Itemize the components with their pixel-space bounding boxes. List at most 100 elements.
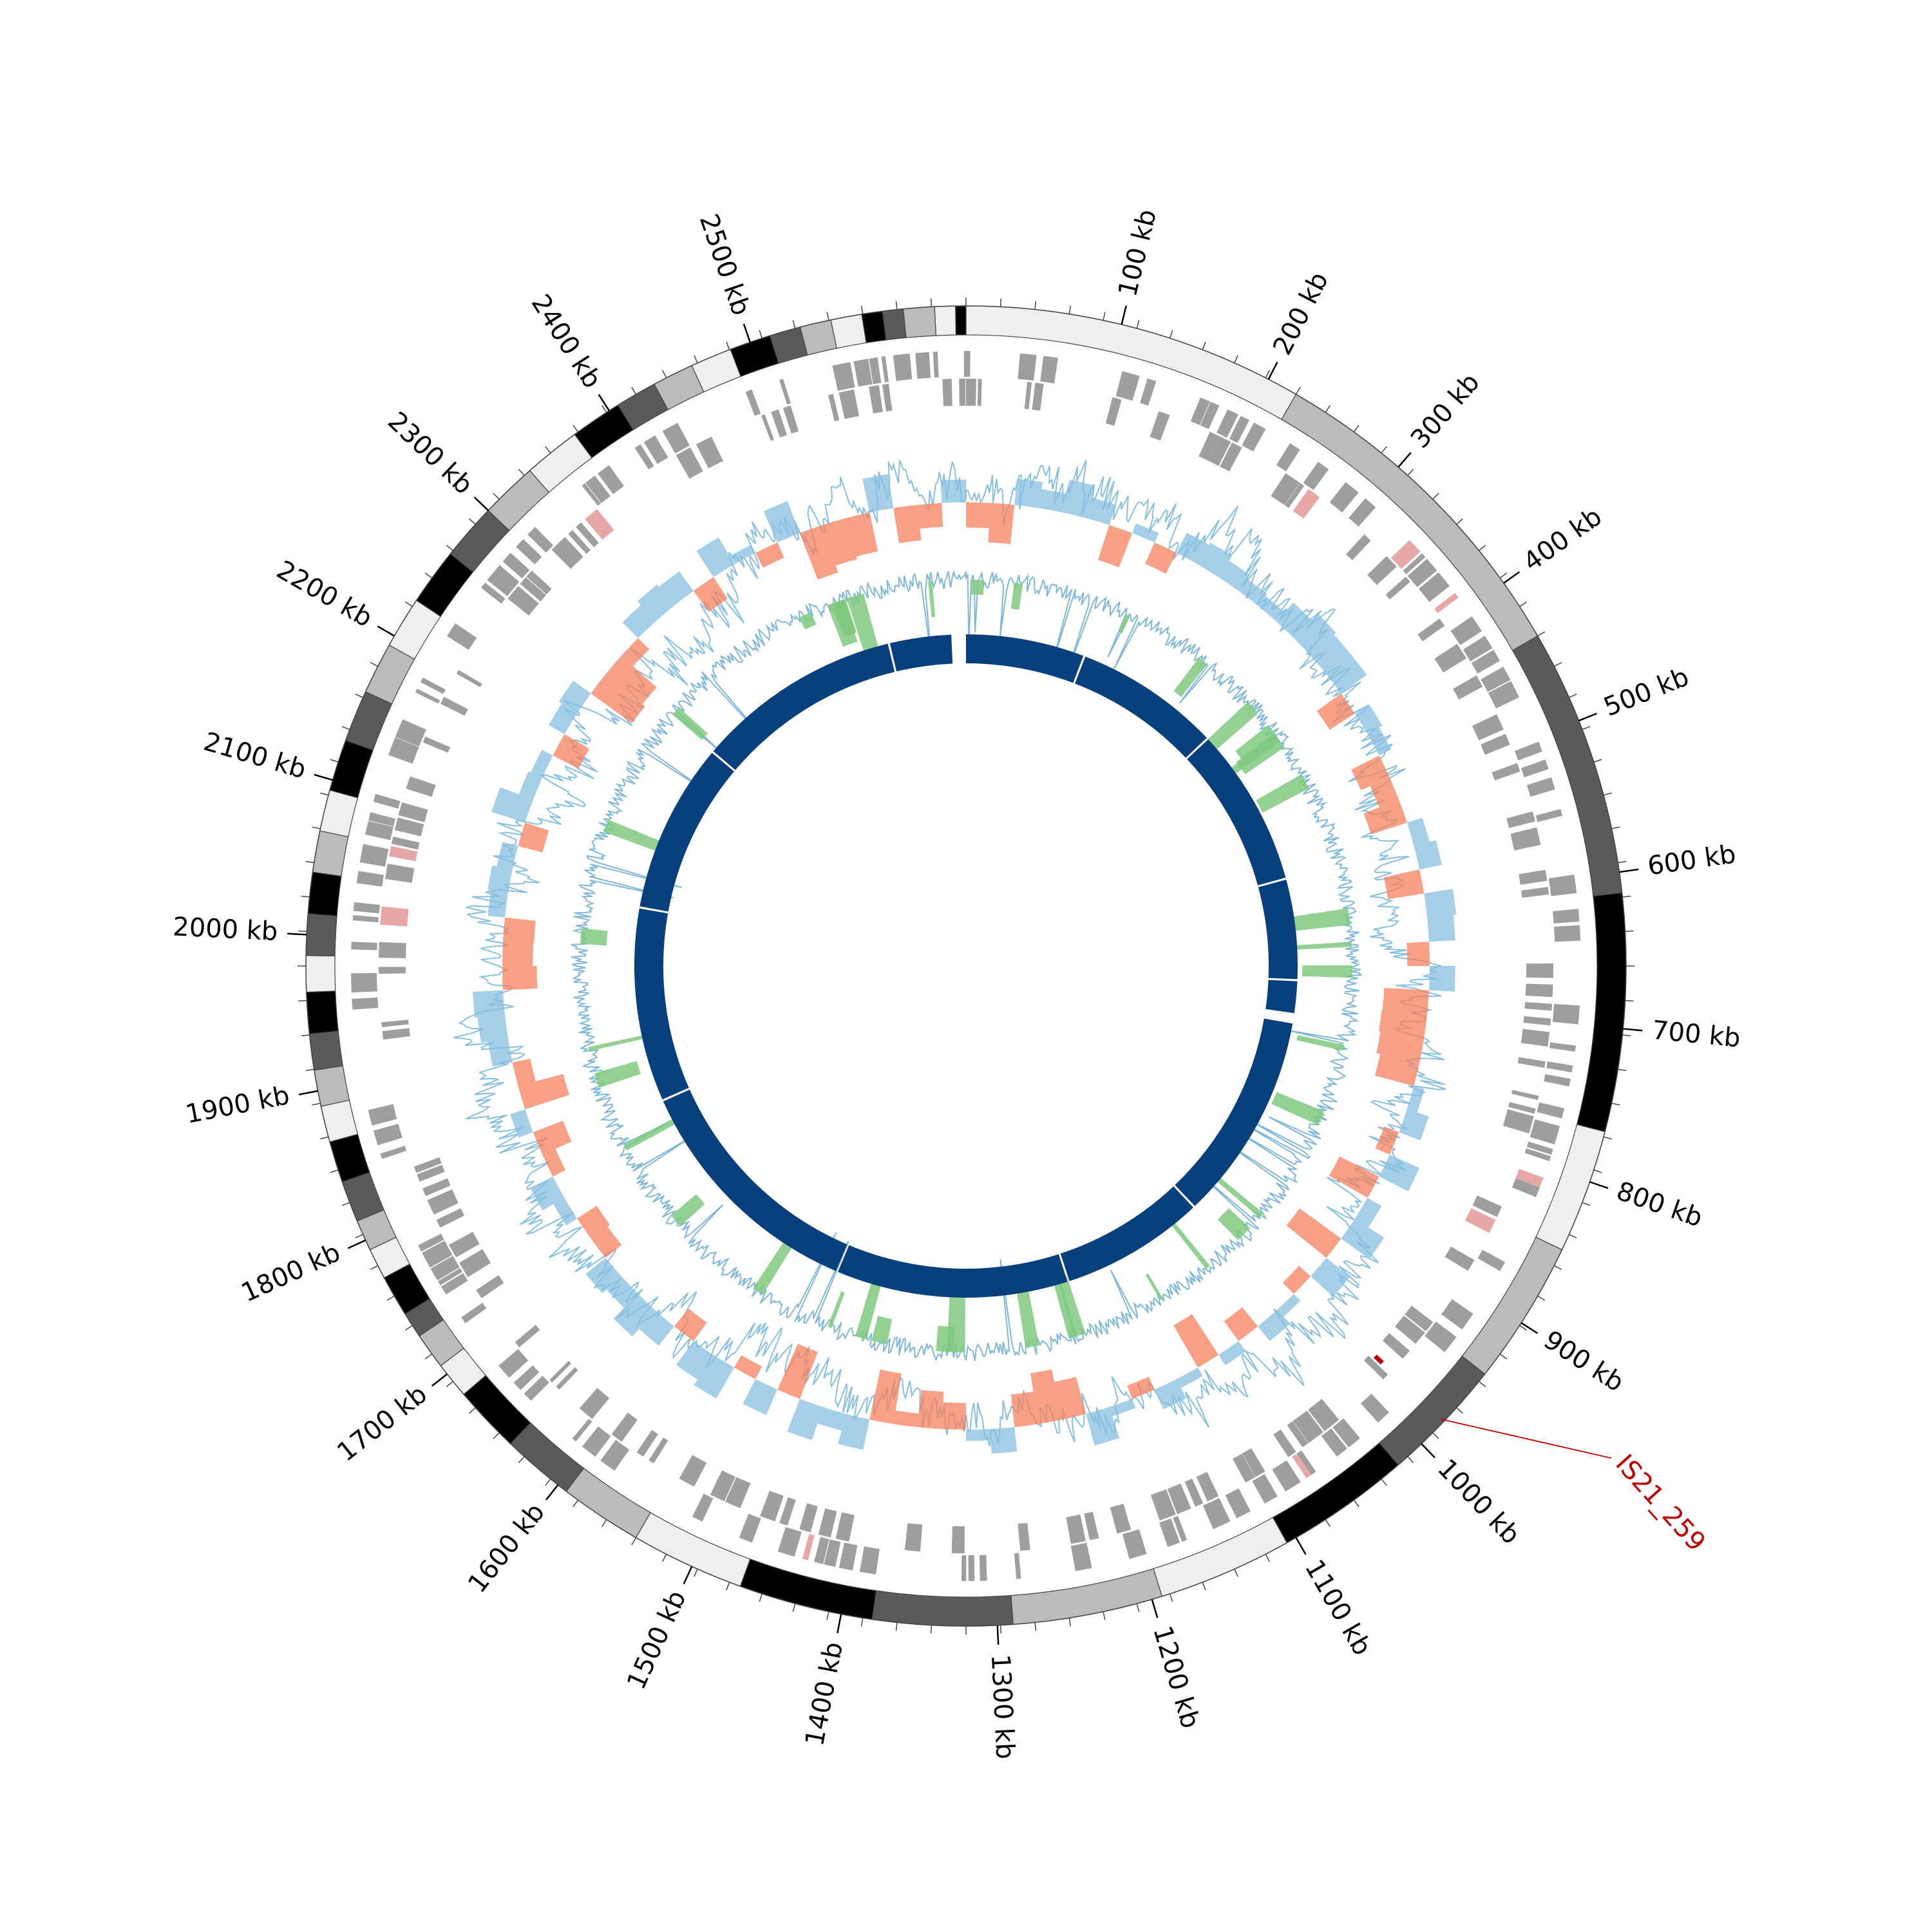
minor-tick [386,1295,395,1301]
gene-block [1361,1394,1389,1423]
minor-tick [694,355,698,363]
gc-content-spike [1016,1288,1039,1348]
minor-tick [1582,726,1591,730]
tick-label: 700 kb [1651,1016,1741,1054]
gc-skew-band [846,512,878,557]
major-tick [1295,1537,1307,1555]
tick-label: 2200 kb [272,555,377,633]
gene-block [1308,1399,1340,1432]
gene-block [1471,650,1501,674]
gene-block [782,405,799,434]
tick-label: 2000 kb [172,912,278,947]
contig-segment [1010,1568,1163,1625]
gene-block [1464,1208,1496,1233]
minor-tick [320,1136,329,1140]
gene-block [430,1256,460,1281]
gc-skew-band [838,1414,870,1450]
gene-block [1303,461,1329,491]
gc-skew-band [488,1038,513,1067]
synteny-block [1265,980,1298,1014]
gc-skew-band [491,787,533,823]
gc-skew-band [1363,799,1407,835]
gene-block [951,1526,965,1553]
tick-label: 1800 kb [237,1238,345,1309]
gene-block [968,1555,975,1581]
gc-content-spike [1162,1211,1210,1269]
gene-block [904,1523,923,1552]
gene-block [1548,875,1577,896]
gene-block [1202,1498,1231,1530]
gc-skew-band [591,674,645,724]
minor-tick [1103,312,1106,321]
minor-tick [1611,826,1620,829]
minor-tick [1381,1479,1387,1486]
gene-block [502,553,530,579]
gene-block [579,1388,610,1419]
minor-tick [1034,1622,1037,1631]
gene-block [1544,1074,1571,1087]
minor-tick [792,1603,796,1612]
minor-tick [1456,518,1463,525]
gene-block [1517,1057,1546,1068]
tick-ring [298,298,1634,1634]
gene-block [394,817,424,837]
tick-label: 1200 kb [1147,1623,1205,1732]
minor-tick [1353,424,1359,433]
gc-skew-band [966,502,990,529]
gene-block [643,435,668,464]
gc-skew-band [893,1410,919,1428]
gene-block [979,1555,987,1581]
gc-skew-band [1132,523,1159,543]
gene-block [1285,483,1305,508]
gc-skew-band [530,1176,565,1211]
gene-block [1349,498,1376,527]
highlight-feature: IS21_259 [1374,1354,1711,1557]
gene-block [1418,572,1450,602]
gene-block [498,1349,529,1378]
gene-block [1167,1483,1191,1515]
gc-content-spike [753,1237,795,1295]
contig-segment [871,1590,1014,1627]
tick-label: 300 kb [1405,368,1486,454]
gene-block [352,997,379,1010]
gc-content-spike [799,612,817,630]
gene-block [710,1470,736,1502]
minor-tick [1407,469,1414,476]
gc-skew-band [1086,1406,1120,1446]
gene-block [977,379,982,406]
minor-tick [1407,1456,1414,1463]
gene-block [1553,909,1580,923]
minor-tick [1456,1407,1463,1414]
gene-block [1293,1410,1323,1443]
gene-block [549,1361,571,1383]
gene-block [507,585,539,616]
gene-block [1296,1450,1316,1475]
gc-skew-band [1010,1391,1039,1428]
contig-segment [1378,1355,1486,1466]
gene-block [824,1539,841,1567]
gc-skew-band [787,1399,823,1441]
gc-skew-band [763,501,800,543]
gc-skew-band [1427,914,1455,942]
tick-label: 200 kb [1267,267,1334,359]
tick-label: 1600 kb [462,1498,551,1599]
minor-tick [446,545,453,551]
gene-block [556,1367,578,1390]
contig-segment [320,1099,359,1142]
contig-segment [319,790,359,838]
gc-skew-band [1286,1208,1341,1258]
tick-label: 800 kb [1613,1176,1706,1233]
minor-tick [1569,694,1577,698]
gene-block [915,352,931,379]
major-tick [314,773,333,781]
gene-block [779,1497,796,1526]
gene-block [1472,714,1504,741]
gene-block [598,465,624,495]
gc-skew-band [1030,1369,1063,1425]
gene-block [353,902,380,914]
gene-block [1382,1333,1410,1359]
gc-skew-band [531,750,553,778]
gc-skew-band [1379,1154,1420,1191]
gene-block [368,812,396,827]
gene-block [524,1376,549,1401]
